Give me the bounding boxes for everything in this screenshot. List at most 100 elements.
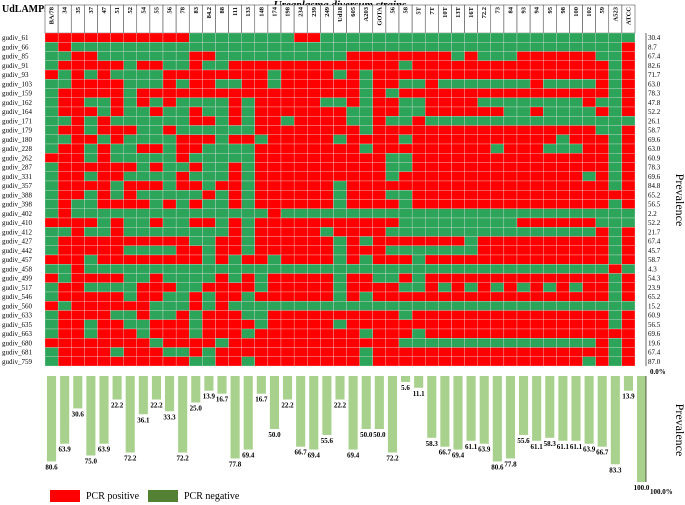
heatmap-cell <box>84 199 98 209</box>
heatmap-cell <box>320 356 334 367</box>
heatmap-cell <box>543 51 557 61</box>
heatmap-cell <box>333 153 347 163</box>
bar-value-label: 77.8 <box>504 460 517 468</box>
heatmap-cell <box>438 42 452 52</box>
strain-label: BA/78 <box>49 6 56 24</box>
heatmap-cell <box>267 60 282 71</box>
heatmap-cell <box>451 338 465 348</box>
heatmap-cell <box>149 125 164 135</box>
heatmap-cell <box>293 217 308 228</box>
heatmap-cell <box>529 180 544 191</box>
heatmap-cell <box>280 51 295 61</box>
heatmap-cell <box>162 273 177 283</box>
gene-label: gudiv_442 <box>2 247 32 255</box>
heatmap-cell <box>267 134 282 145</box>
heatmap-cell <box>490 143 505 154</box>
heatmap-cell <box>71 347 85 357</box>
heatmap-cell <box>438 180 452 191</box>
heatmap-cell <box>215 319 229 330</box>
heatmap-cell <box>71 328 85 339</box>
heatmap-cell <box>477 106 491 117</box>
heatmap-cell <box>254 69 269 80</box>
heatmap-cell <box>123 134 137 145</box>
heatmap-cell <box>280 143 295 154</box>
heatmap-cell <box>372 217 387 228</box>
heatmap-cell <box>490 282 505 293</box>
heatmap-cell <box>529 199 544 209</box>
heatmap-cell <box>346 134 360 145</box>
heatmap-cell <box>293 125 308 135</box>
heatmap-cell <box>608 42 623 52</box>
heatmap-cell <box>503 69 518 80</box>
heatmap-cell <box>372 162 387 172</box>
heatmap-cell <box>84 190 98 200</box>
heatmap-cell <box>621 245 636 256</box>
heatmap-cell <box>123 273 137 283</box>
heatmap-cell <box>320 88 334 98</box>
strain-label: 10T <box>442 6 449 18</box>
heatmap-cell <box>110 143 124 154</box>
heatmap-cell <box>621 217 636 228</box>
heatmap-cell <box>516 51 531 61</box>
heatmap-cell <box>293 60 308 71</box>
heatmap-cell <box>359 153 373 163</box>
heatmap-cell <box>215 217 229 228</box>
heatmap-cell <box>333 338 347 348</box>
heatmap-cell <box>425 180 439 191</box>
heatmap-cell <box>438 282 452 293</box>
heatmap-cell <box>425 273 439 283</box>
heatmap-cell <box>503 42 518 52</box>
heatmap-cell <box>490 328 505 339</box>
heatmap-cell <box>477 217 491 228</box>
heatmap-cell <box>320 338 334 348</box>
heatmap-cell <box>516 143 531 154</box>
heatmap-cell <box>123 338 137 348</box>
prevalence-bar <box>125 376 135 453</box>
heatmap-cell <box>425 79 439 89</box>
prevalence-bar <box>466 376 476 441</box>
heatmap-cell <box>595 273 609 283</box>
heatmap-cell <box>569 60 583 71</box>
heatmap-cell <box>372 134 387 145</box>
heatmap-cell <box>162 301 177 311</box>
heatmap-cell <box>464 356 478 367</box>
heatmap-cell <box>228 143 242 154</box>
heatmap-cell <box>372 328 387 339</box>
gene-label: gudiv_402 <box>2 210 32 218</box>
heatmap-cell <box>582 60 596 71</box>
heatmap-cell <box>175 79 190 89</box>
heatmap-cell <box>346 162 360 172</box>
heatmap-cell <box>307 328 321 339</box>
heatmap-cell <box>425 310 439 320</box>
heatmap-cell <box>57 171 72 182</box>
heatmap-cell <box>621 282 636 293</box>
heatmap-cell <box>202 236 216 246</box>
heatmap-cell <box>582 97 596 108</box>
heatmap-cell <box>398 217 413 228</box>
heatmap-cell <box>529 319 544 330</box>
heatmap-cell <box>543 227 557 237</box>
heatmap-cell <box>346 79 360 89</box>
heatmap-cell <box>333 254 347 265</box>
heatmap-cell <box>162 328 177 339</box>
heatmap-cell <box>398 180 413 191</box>
heatmap-cell <box>202 310 216 320</box>
heatmap-cell <box>57 328 72 339</box>
heatmap-cell <box>516 106 531 117</box>
heatmap-cell <box>621 310 636 320</box>
heatmap-cell <box>267 338 282 348</box>
heatmap-cell <box>385 162 400 172</box>
gene-prevalence-label: 71.7 <box>648 71 661 79</box>
heatmap-cell <box>503 319 518 330</box>
heatmap-cell <box>425 227 439 237</box>
heatmap-cell <box>228 199 242 209</box>
heatmap-cell <box>162 199 177 209</box>
heatmap-cell <box>333 347 347 357</box>
heatmap-cell <box>84 310 98 320</box>
heatmap-cell <box>608 97 623 108</box>
heatmap-cell <box>228 32 242 43</box>
heatmap-cell <box>372 153 387 163</box>
bar-value-label: 16.7 <box>216 396 229 404</box>
heatmap-cell <box>608 69 623 80</box>
legend-positive: PCR positive <box>50 489 139 503</box>
